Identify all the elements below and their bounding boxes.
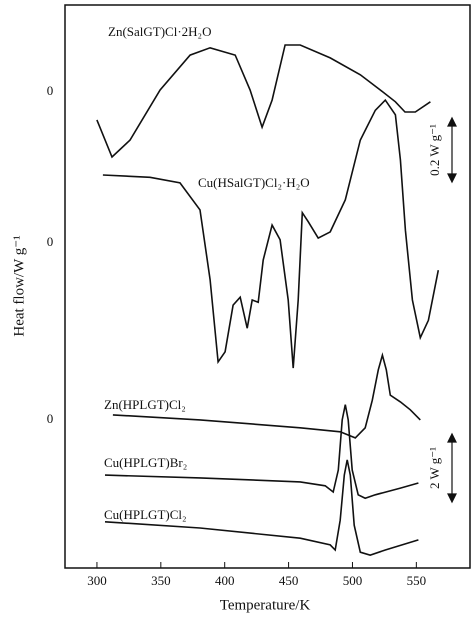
scale-label: 2 W g⁻¹ xyxy=(427,447,442,489)
x-tick-label: 450 xyxy=(279,573,299,588)
curve-label: Zn(SalGT)Cl·2H₂O xyxy=(108,24,211,39)
y-tick-label: 0 xyxy=(47,411,54,426)
x-tick-label: 300 xyxy=(87,573,107,588)
x-tick-label: 500 xyxy=(343,573,363,588)
curve xyxy=(104,459,419,556)
plot-frame xyxy=(64,4,471,569)
x-tick-label: 400 xyxy=(215,573,235,588)
curve-label: Cu(HPLGT)Br₂ xyxy=(104,455,187,470)
curve xyxy=(96,44,431,159)
curve xyxy=(112,352,421,439)
x-tick-label: 350 xyxy=(151,573,171,588)
scale-bar xyxy=(447,116,457,504)
curve xyxy=(104,404,419,500)
curve xyxy=(102,98,440,369)
curve-label: Zn(HPLGT)Cl₂ xyxy=(104,397,186,412)
y-axis-label: Heat flow/W g⁻¹ xyxy=(11,235,27,336)
x-axis-label: Temperature/K xyxy=(220,597,311,613)
scale-label: 0.2 W g⁻¹ xyxy=(427,124,442,176)
x-tick-label: 550 xyxy=(407,573,427,588)
curve-label: Cu(HSalGT)Cl₂·H₂O xyxy=(198,175,310,190)
curve-label: Cu(HPLGT)Cl₂ xyxy=(104,507,187,522)
y-tick-label: 0 xyxy=(47,83,54,98)
y-tick-label: 0 xyxy=(47,234,54,249)
